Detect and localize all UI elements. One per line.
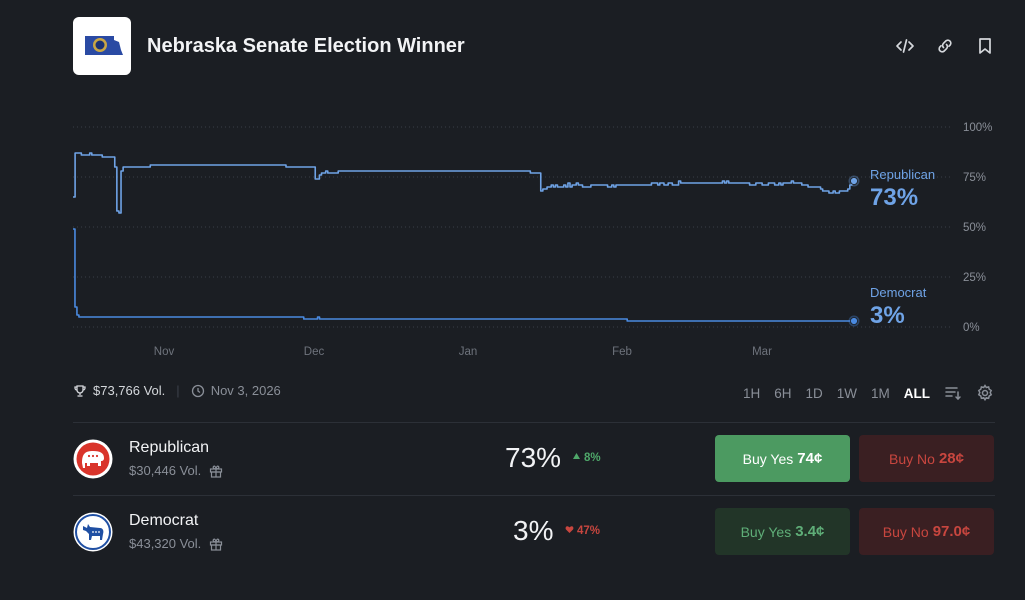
nebraska-flag-image xyxy=(73,17,131,75)
buy-yes-price: 3.4¢ xyxy=(795,523,825,540)
market-end-date: Nov 3, 2026 xyxy=(210,383,281,398)
settings-gear-icon[interactable] xyxy=(976,384,994,402)
buy-yes-button[interactable]: Buy Yes 74¢ xyxy=(715,435,850,482)
market-meta: $73,766 Vol. | Nov 3, 2026 xyxy=(73,383,281,398)
series-last-value: 73% xyxy=(870,184,918,211)
gift-icon[interactable] xyxy=(209,464,223,478)
x-tick-label: Nov xyxy=(154,346,175,358)
series-name-label: Democrat xyxy=(870,285,927,300)
range-1h[interactable]: 1H xyxy=(742,385,761,401)
market-volume: $73,766 Vol. xyxy=(93,383,166,398)
clock-icon xyxy=(191,384,205,398)
x-tick-label: Feb xyxy=(612,346,632,358)
y-tick-label: 75% xyxy=(963,172,986,184)
outcome-name: Democrat xyxy=(129,512,199,529)
series-line-democrat xyxy=(73,228,854,322)
meta-separator: | xyxy=(176,383,180,398)
link-icon[interactable] xyxy=(935,36,955,56)
outcome-row-democrat: Democrat $43,320 Vol. 3% 47% Buy Yes 3.4… xyxy=(73,495,995,568)
buy-no-button[interactable]: Buy No 28¢ xyxy=(859,435,994,482)
embed-icon[interactable] xyxy=(895,36,915,56)
range-1m[interactable]: 1M xyxy=(870,385,890,401)
buy-no-price: 28¢ xyxy=(938,450,964,467)
outcome-change: 8% xyxy=(584,452,601,464)
gift-icon[interactable] xyxy=(209,537,223,551)
range-1w[interactable]: 1W xyxy=(836,385,857,401)
buy-no-price: 97.0¢ xyxy=(932,523,971,540)
range-6h[interactable]: 6H xyxy=(774,385,792,401)
outcome-volume: $43,320 Vol. xyxy=(129,536,202,551)
republican-elephant-icon xyxy=(73,439,113,479)
democrat-donkey-icon xyxy=(73,512,113,552)
outcome-change: 47% xyxy=(577,525,601,537)
change-down-heart-icon xyxy=(565,525,574,537)
time-range-selector: 1H 6H 1D 1W 1M ALL xyxy=(743,384,994,402)
sort-icon[interactable] xyxy=(944,384,962,402)
buy-yes-label: Buy Yes xyxy=(740,523,792,540)
market-header: Nebraska Senate Election Winner xyxy=(73,17,995,75)
series-endpoint xyxy=(850,317,858,325)
outcome-volume: $30,446 Vol. xyxy=(129,463,202,478)
y-tick-label: 50% xyxy=(963,222,986,234)
x-tick-label: Jan xyxy=(459,346,478,358)
price-chart[interactable]: 100% 75% 50% 25% 0% Nov Dec Jan Feb Mar Republican… xyxy=(0,110,1025,365)
x-tick-label: Mar xyxy=(752,346,772,358)
buy-no-label: Buy No xyxy=(889,450,935,467)
buy-yes-price: 74¢ xyxy=(797,450,823,467)
change-up-icon xyxy=(572,452,581,464)
outcome-row-republican: Republican $30,446 Vol. 73% 8% Buy Yes 7… xyxy=(73,422,995,495)
y-tick-label: 25% xyxy=(963,272,986,284)
series-last-value: 3% xyxy=(870,302,905,329)
range-all[interactable]: ALL xyxy=(903,385,930,401)
market-title: Nebraska Senate Election Winner xyxy=(147,35,465,57)
y-tick-label: 0% xyxy=(963,322,980,334)
buy-no-label: Buy No xyxy=(882,523,929,540)
outcome-name: Republican xyxy=(129,439,210,456)
buy-yes-label: Buy Yes xyxy=(742,450,794,467)
x-tick-label: Dec xyxy=(304,346,325,358)
outcome-percent: 73% xyxy=(505,442,562,473)
buy-no-button[interactable]: Buy No 97.0¢ xyxy=(859,508,994,555)
price-chart-svg[interactable]: 100% 75% 50% 25% 0% Nov Dec Jan Feb Mar Republican… xyxy=(0,110,1025,365)
series-line-republican xyxy=(73,152,855,214)
trophy-icon xyxy=(73,384,87,398)
y-tick-label: 100% xyxy=(963,122,992,134)
range-1d[interactable]: 1D xyxy=(805,385,823,401)
series-endpoint xyxy=(850,177,858,185)
series-name-label: Republican xyxy=(870,167,935,182)
buy-yes-button[interactable]: Buy Yes 3.4¢ xyxy=(715,508,850,555)
bookmark-icon[interactable] xyxy=(975,36,995,56)
outcome-percent: 3% xyxy=(513,515,554,546)
